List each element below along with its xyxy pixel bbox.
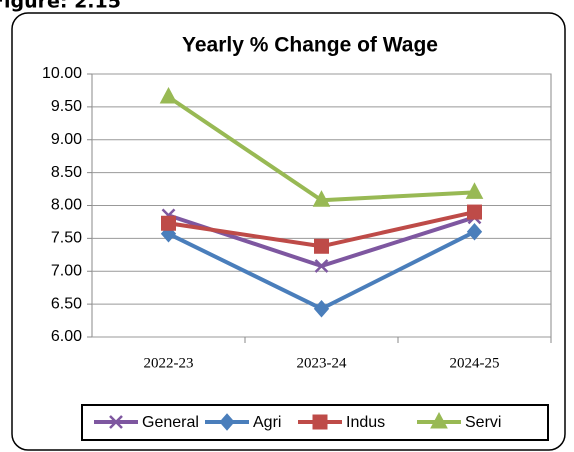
- y-tick-label: 6.00: [51, 328, 82, 345]
- marker: [467, 204, 482, 220]
- marker: [312, 190, 331, 207]
- marker: [465, 182, 484, 199]
- x-tick-label: 2022-23: [144, 355, 194, 371]
- y-tick-label: 7.00: [51, 262, 82, 279]
- x-tick-label: 2024-25: [450, 355, 500, 371]
- marker: [161, 215, 176, 231]
- marker: [466, 223, 483, 241]
- y-tick-label: 9.00: [51, 131, 82, 148]
- legend-item: Servi: [417, 411, 501, 431]
- legend-label: Servi: [465, 414, 501, 431]
- x-tick-label: 2023-24: [297, 355, 347, 371]
- y-tick-label: 7.50: [51, 230, 82, 247]
- y-tick-label: 8.00: [51, 197, 82, 214]
- marker: [109, 415, 123, 429]
- marker: [314, 238, 329, 254]
- y-tick-label: 10.00: [42, 65, 82, 82]
- marker: [314, 259, 329, 273]
- marker: [159, 86, 178, 104]
- y-tick-label: 6.50: [51, 295, 82, 312]
- marker: [313, 299, 330, 318]
- legend-label: General: [142, 414, 199, 431]
- y-tick-label: 9.50: [51, 98, 82, 115]
- legend-item: General: [94, 414, 199, 431]
- legend-item: Indus: [298, 414, 385, 431]
- marker: [219, 413, 235, 431]
- legend-item: Agri: [205, 413, 281, 431]
- legend-label: Indus: [346, 414, 385, 431]
- y-tick-label: 8.50: [51, 164, 82, 181]
- figure-label: Figure: 2.15: [0, 0, 121, 13]
- chart-title: Yearly % Change of Wage: [182, 34, 438, 57]
- legend-label: Agri: [253, 414, 281, 431]
- marker: [430, 411, 448, 429]
- marker: [312, 414, 328, 430]
